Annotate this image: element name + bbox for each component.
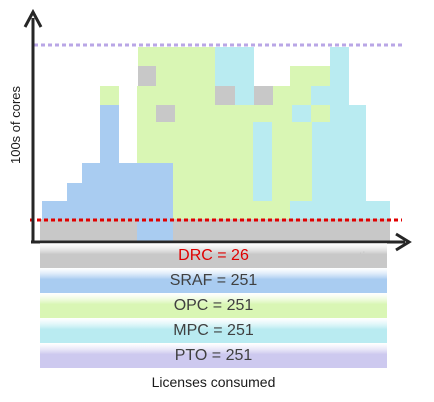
usage-block-opc-8-3 [290, 66, 311, 86]
usage-block-sraf-3-1 [137, 163, 173, 183]
usage-block-drc-0-6 [293, 219, 390, 241]
y-axis-arrow [23, 8, 43, 28]
license-label-sraf: SRAF = 251 [169, 272, 258, 289]
license-bars [40, 243, 387, 368]
usage-block-mpc-2-4 [312, 183, 366, 201]
core-usage-blocks [40, 47, 390, 241]
usage-block-drc-8-0 [138, 66, 156, 86]
usage-block-opc-5-3 [272, 122, 312, 142]
usage-block-drc-7-5 [254, 86, 273, 105]
licenses-caption: Licenses consumed [151, 374, 276, 390]
usage-block-mpc-2-2 [253, 183, 272, 201]
usage-block-drc-0-3 [173, 219, 196, 241]
usage-block-opc-9-1 [156, 47, 215, 66]
usage-block-mpc-6-4 [292, 105, 311, 122]
x-axis-arrow [395, 232, 412, 252]
usage-block-opc-7-0 [100, 86, 119, 105]
usage-block-mpc-4-2 [253, 142, 272, 163]
usage-block-opc-3-2 [173, 163, 253, 183]
usage-block-mpc-3-3 [253, 163, 272, 183]
license-bar-drc [40, 243, 387, 268]
usage-block-drc-0-5 [274, 219, 293, 241]
usage-block-mpc-6-6 [330, 105, 366, 122]
usage-block-mpc-8-2 [215, 66, 254, 86]
usage-block-mpc-5-2 [253, 122, 272, 142]
license-bar-pto [40, 343, 387, 368]
license-label-drc: DRC = 26 [178, 247, 249, 264]
usage-block-mpc-9-2 [215, 47, 254, 66]
usage-block-opc-8-1 [156, 66, 215, 86]
usage-block-drc-0-4 [196, 219, 274, 241]
usage-block-opc-3-4 [272, 163, 312, 183]
y-axis-label: 100s of cores [8, 85, 23, 164]
axes [23, 8, 412, 252]
usage-block-mpc-1-3 [290, 201, 390, 219]
usage-block-opc-9-0 [138, 47, 156, 66]
usage-block-sraf-6-0 [100, 105, 119, 122]
usage-block-opc-6-3 [175, 105, 292, 122]
usage-block-mpc-4-4 [312, 142, 366, 163]
usage-block-opc-7-1 [137, 86, 156, 105]
usage-block-drc-6-2 [156, 105, 175, 122]
usage-block-sraf-0-2 [137, 219, 173, 241]
license-bar-mpc [40, 318, 387, 343]
usage-block-sraf-4-0 [100, 142, 119, 163]
usage-block-sraf-2-0 [67, 183, 173, 201]
usage-block-opc-4-3 [272, 142, 312, 163]
usage-block-opc-4-1 [137, 142, 253, 163]
usage-block-opc-8-4 [311, 66, 330, 86]
usage-block-sraf-1-1 [137, 201, 173, 219]
usage-block-mpc-9-3 [330, 47, 349, 66]
usage-block-opc-6-5 [311, 105, 330, 122]
usage-block-opc-5-1 [137, 122, 253, 142]
usage-block-drc-7-3 [215, 86, 235, 105]
usage-block-mpc-7-7 [311, 86, 349, 105]
usage-block-drc-0-0 [40, 219, 96, 241]
usage-block-opc-6-1 [137, 105, 156, 122]
usage-block-sraf-3-0 [82, 163, 137, 183]
usage-block-sraf-5-0 [100, 122, 119, 142]
usage-block-mpc-8-5 [330, 66, 349, 86]
license-label-opc: OPC = 251 [173, 297, 254, 314]
license-label-pto: PTO = 251 [174, 347, 253, 364]
usage-block-opc-2-3 [272, 183, 312, 201]
usage-block-opc-7-2 [156, 86, 215, 105]
license-bar-opc [40, 293, 387, 318]
usage-block-sraf-1-0 [42, 201, 137, 219]
usage-block-opc-7-6 [273, 86, 311, 105]
usage-block-mpc-3-5 [312, 163, 366, 183]
usage-block-mpc-7-4 [235, 86, 254, 105]
usage-block-opc-2-1 [173, 183, 253, 201]
usage-block-mpc-5-4 [312, 122, 366, 142]
usage-block-drc-0-1 [96, 219, 137, 241]
license-label-mpc: MPC = 251 [173, 322, 254, 339]
license-bar-sraf [40, 268, 387, 293]
usage-block-opc-1-2 [173, 201, 290, 219]
